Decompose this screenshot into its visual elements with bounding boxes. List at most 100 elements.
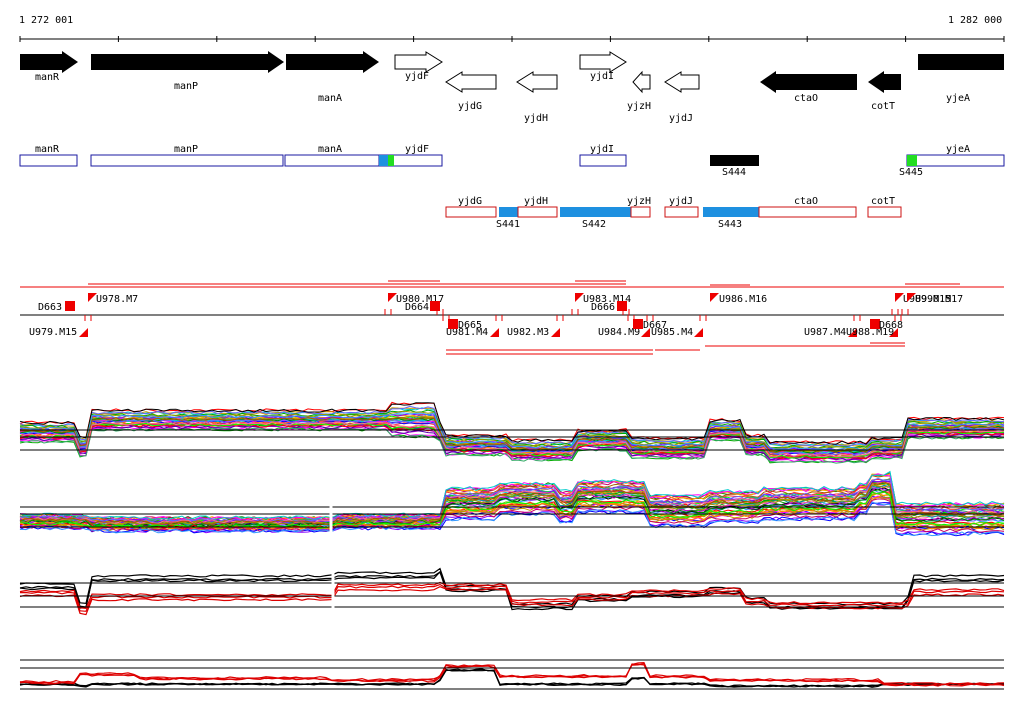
expression-trace bbox=[19, 405, 1005, 447]
expression-trace bbox=[19, 491, 1005, 530]
expression-trace bbox=[19, 501, 1005, 537]
transcript-label-yjdG: yjdG bbox=[458, 196, 482, 207]
gene-arrow-yjdG[interactable] bbox=[445, 71, 497, 93]
upshift-flag-U982[interactable] bbox=[551, 328, 560, 337]
transcript-box-yjdH[interactable] bbox=[517, 206, 558, 218]
downshift-marker-D668[interactable] bbox=[870, 319, 880, 329]
gene-arrow-yjdH[interactable] bbox=[516, 71, 558, 93]
gene-arrow-yjdJ[interactable] bbox=[664, 71, 700, 93]
upshift-label-U987: U987.M4 bbox=[804, 327, 846, 338]
upshift-label-U984: U984.M9 bbox=[598, 327, 640, 338]
upshift-flag-U989[interactable] bbox=[895, 293, 904, 302]
transcript-box-yjdJ[interactable] bbox=[664, 206, 699, 218]
transcript-box-yjzH[interactable] bbox=[630, 206, 651, 218]
expression-panel-3 bbox=[19, 565, 1005, 616]
shift-bracket bbox=[571, 309, 579, 315]
expression-panel-1 bbox=[19, 401, 1005, 464]
plus-strand-transcripts: manR manP manA yjdF yjdI S444 yjeA S445 bbox=[19, 144, 1005, 178]
gene-label-manR: manR bbox=[35, 72, 60, 83]
upshift-label-U981: U981.M4 bbox=[446, 327, 488, 338]
upshift-label-U980: U980.M17 bbox=[396, 294, 444, 305]
transcript-box-manP[interactable] bbox=[90, 154, 284, 167]
gene-arrow-yjeA[interactable] bbox=[918, 54, 1004, 70]
expression-trace bbox=[20, 498, 1005, 533]
transcript-box-yjeA[interactable] bbox=[906, 154, 1005, 167]
segment-S445[interactable] bbox=[907, 155, 917, 166]
transcript-label-cotT: cotT bbox=[871, 196, 895, 207]
downshift-marker-D667[interactable] bbox=[633, 319, 643, 329]
transcript-box-yjdG[interactable] bbox=[445, 206, 497, 218]
upshift-flag-U985[interactable] bbox=[694, 328, 703, 337]
upshift-flag-U990[interactable] bbox=[907, 293, 916, 302]
expression-trace bbox=[19, 472, 1005, 522]
gene-arrow-manR[interactable] bbox=[20, 51, 78, 73]
coordinate-ruler: 1 272 001 1 282 000 bbox=[19, 15, 1005, 42]
gene-label-yjdG: yjdG bbox=[458, 101, 482, 112]
upshift-flag-U983[interactable] bbox=[575, 293, 584, 302]
expression-trace bbox=[19, 668, 1004, 688]
gene-arrow-yjdF[interactable] bbox=[394, 51, 443, 73]
transcript-box-manR[interactable] bbox=[19, 154, 78, 167]
gene-label-yjdJ: yjdJ bbox=[669, 113, 693, 124]
segment-S441[interactable] bbox=[499, 207, 518, 217]
segment-label-S445: S445 bbox=[899, 167, 923, 178]
gene-label-manP: manP bbox=[174, 81, 198, 92]
transcript-label-manP: manP bbox=[174, 144, 198, 155]
upshift-label-U990: U990.M17 bbox=[915, 294, 963, 305]
shift-bracket bbox=[556, 315, 564, 321]
transcript-box-manA[interactable] bbox=[284, 154, 380, 167]
expression-trace bbox=[19, 422, 1005, 459]
expression-trace bbox=[19, 662, 1005, 687]
downshift-marker-D666[interactable] bbox=[617, 301, 627, 311]
upshift-flag-U979[interactable] bbox=[79, 328, 88, 337]
gene-arrow-ctaO[interactable] bbox=[760, 71, 857, 93]
expression-trace bbox=[19, 421, 1005, 458]
expression-trace bbox=[19, 491, 1005, 529]
upshift-label-U988: U988.M19 bbox=[846, 327, 894, 338]
segment-S443[interactable] bbox=[703, 207, 759, 217]
shift-bracket bbox=[384, 309, 392, 315]
upshift-label-U983: U983.M14 bbox=[583, 294, 631, 305]
gene-arrow-yjzH[interactable] bbox=[632, 70, 651, 94]
upshift-flag-U981[interactable] bbox=[490, 328, 499, 337]
upshift-flag-U987[interactable] bbox=[848, 328, 857, 337]
downshift-marker-D663[interactable] bbox=[65, 301, 75, 311]
gene-arrow-yjdI[interactable] bbox=[579, 51, 627, 73]
segment-S442[interactable] bbox=[560, 207, 631, 217]
upshift-flag-U978[interactable] bbox=[88, 293, 97, 302]
shift-bracket bbox=[891, 309, 899, 315]
transcript-box-ctaO[interactable] bbox=[758, 206, 857, 218]
shift-bracket bbox=[853, 315, 861, 321]
gene-arrow-manP[interactable] bbox=[91, 51, 284, 73]
upshift-flag-U984[interactable] bbox=[641, 328, 650, 337]
downshift-marker-D665[interactable] bbox=[448, 319, 458, 329]
downshift-label-D668: D668 bbox=[879, 320, 903, 331]
upshift-label-U985: U985.M4 bbox=[651, 327, 693, 338]
upshift-flag-U988[interactable] bbox=[889, 328, 898, 337]
gene-label-ctaO: ctaO bbox=[794, 93, 818, 104]
gene-arrow-cotT[interactable] bbox=[868, 71, 901, 93]
gene-label-manA: manA bbox=[318, 93, 342, 104]
transcript-label-yjzH: yjzH bbox=[627, 196, 651, 207]
expression-trace bbox=[19, 470, 1005, 521]
minus-strand-transcripts: yjdG S441 yjdH S442 yjzH yjdJ S443 ctaO … bbox=[445, 196, 902, 230]
downshift-marker-D664[interactable] bbox=[430, 301, 440, 311]
transcript-box-cotT[interactable] bbox=[867, 206, 902, 218]
shift-bracket bbox=[901, 309, 909, 315]
expression-panel-2 bbox=[19, 470, 1005, 540]
segment-S444[interactable] bbox=[710, 155, 759, 166]
segment-label-S442: S442 bbox=[582, 219, 606, 230]
transcript-box-yjdI[interactable] bbox=[579, 154, 627, 167]
upshift-label-U978: U978.M7 bbox=[96, 294, 138, 305]
gene-arrow-manA[interactable] bbox=[286, 51, 379, 73]
upshift-label-U989: U989.M15 bbox=[903, 294, 951, 305]
ruler-end-label: 1 282 000 bbox=[948, 15, 1002, 26]
transcript-label-yjdJ: yjdJ bbox=[669, 196, 693, 207]
upshift-flag-U986[interactable] bbox=[710, 293, 719, 302]
gene-label-yjdI: yjdI bbox=[590, 71, 614, 82]
expression-trace bbox=[19, 419, 1005, 456]
transcript-label-yjeA: yjeA bbox=[946, 144, 970, 155]
upshift-flag-U980[interactable] bbox=[388, 293, 397, 302]
segment-label-S441: S441 bbox=[496, 219, 520, 230]
